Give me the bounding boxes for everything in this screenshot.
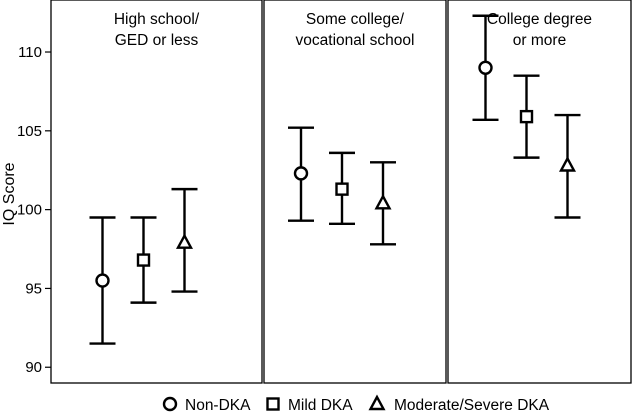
point-mild-dka	[136, 253, 151, 267]
panel-2: Some college/vocational school	[263, 0, 447, 384]
panel-title: College degree	[487, 11, 592, 28]
y-tick-label: 105	[17, 123, 42, 140]
panel-title: Some college/	[306, 11, 405, 28]
legend-item-moderate-severe-dka: Moderate/Severe DKA	[368, 394, 550, 414]
point-non-dka	[293, 166, 309, 181]
legend-label: Moderate/Severe DKA	[394, 397, 550, 414]
point-moderate-severe-dka	[175, 233, 194, 249]
panel-frame	[263, 0, 447, 384]
panel-3: College degree or more	[447, 0, 632, 384]
y-axis-label: IQ Score	[1, 162, 18, 225]
panel-1: High school/GED or less	[50, 0, 263, 384]
y-tick-label: 110	[18, 44, 42, 61]
legend-label: Mild DKA	[288, 397, 353, 414]
y-tick-label: 100	[17, 202, 42, 219]
legend-item-non-dka: Non-DKA	[162, 396, 251, 414]
y-axis: 90 95 100 105 110	[17, 44, 51, 376]
legend-marker-circle	[162, 396, 178, 412]
y-tick-label: 95	[25, 280, 42, 297]
panel-frame	[50, 0, 263, 384]
panel-title: High school/	[114, 11, 200, 28]
legend-marker-triangle	[368, 394, 386, 411]
point-moderate-severe-dka	[374, 193, 392, 210]
point-non-dka	[478, 60, 493, 75]
point-mild-dka	[335, 182, 349, 196]
panel-frame	[447, 0, 632, 384]
point-mild-dka	[519, 109, 534, 124]
point-moderate-severe-dka	[558, 155, 577, 172]
panel-title: or more	[513, 32, 566, 49]
legend-item-mild-dka: Mild DKA	[266, 397, 353, 414]
legend: Non-DKA Mild DKA Moderate/Severe DKA	[162, 394, 550, 414]
point-non-dka	[95, 273, 110, 288]
y-tick-label: 90	[25, 359, 42, 376]
panel-title: GED or less	[115, 32, 199, 49]
legend-label: Non-DKA	[185, 397, 251, 414]
panel-title: vocational school	[296, 32, 415, 49]
legend-marker-square	[266, 397, 280, 411]
